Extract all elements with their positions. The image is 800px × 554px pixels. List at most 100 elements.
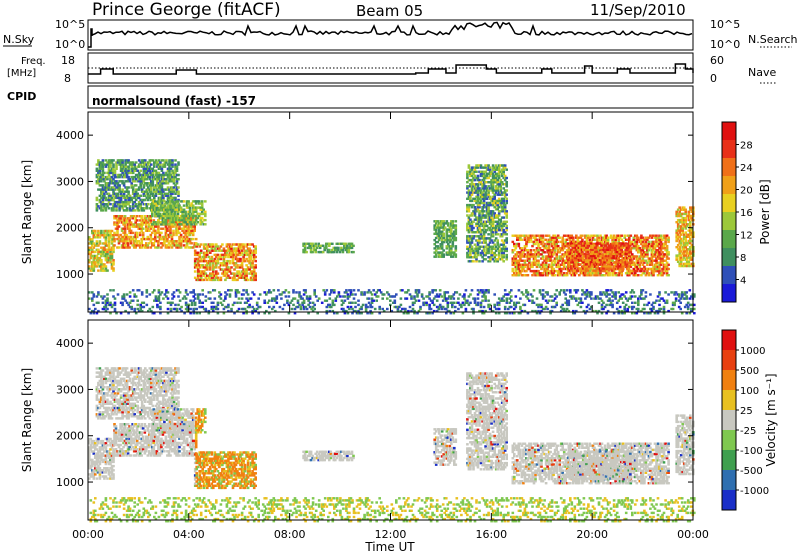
range-cell bbox=[482, 233, 486, 236]
range-cell bbox=[499, 199, 502, 203]
range-cell bbox=[587, 249, 590, 252]
range-cell bbox=[658, 263, 661, 266]
range-cell bbox=[251, 243, 254, 246]
range-cell bbox=[137, 171, 141, 175]
range-cell bbox=[482, 224, 486, 228]
range-cell bbox=[638, 240, 642, 244]
range-cell bbox=[597, 236, 601, 239]
range-cell bbox=[516, 263, 519, 266]
range-cell bbox=[607, 244, 611, 247]
range-cell bbox=[140, 178, 144, 181]
range-cell bbox=[544, 244, 548, 248]
range-cell bbox=[92, 269, 96, 272]
range-cell bbox=[549, 259, 552, 262]
range-cell bbox=[308, 242, 311, 245]
range-cell bbox=[173, 240, 177, 243]
range-cell bbox=[453, 230, 456, 233]
range-cell bbox=[494, 226, 498, 230]
range-cell bbox=[134, 244, 137, 247]
range-cell bbox=[546, 267, 549, 271]
range-cell bbox=[347, 250, 351, 254]
range-cell bbox=[561, 236, 564, 239]
range-cell bbox=[251, 274, 254, 277]
range-cell bbox=[553, 240, 557, 244]
range-cell bbox=[559, 247, 563, 250]
range-cell bbox=[134, 240, 137, 243]
range-cell bbox=[469, 222, 472, 225]
range-cell bbox=[621, 256, 624, 260]
range-cell bbox=[484, 253, 487, 257]
range-cell bbox=[577, 259, 581, 262]
range-cell bbox=[252, 255, 256, 259]
range-cell bbox=[434, 222, 438, 225]
range-cell bbox=[481, 224, 484, 228]
range-cell bbox=[615, 248, 618, 251]
range-cell bbox=[490, 251, 493, 255]
range-cell bbox=[343, 244, 346, 247]
range-cell bbox=[194, 202, 198, 205]
range-cell bbox=[117, 221, 121, 224]
range-cell bbox=[222, 262, 226, 265]
range-cell bbox=[469, 256, 472, 259]
range-cell bbox=[555, 263, 558, 266]
range-cell bbox=[600, 246, 603, 249]
range-cell bbox=[112, 205, 115, 208]
range-cell bbox=[580, 248, 584, 251]
range-cell bbox=[113, 192, 117, 195]
range-cell bbox=[125, 240, 128, 243]
range-cell bbox=[491, 218, 495, 221]
range-cell bbox=[665, 251, 669, 254]
range-cell bbox=[116, 223, 119, 226]
range-cell bbox=[487, 212, 490, 215]
range-cell bbox=[476, 191, 480, 194]
range-cell bbox=[172, 182, 176, 185]
range-cell bbox=[245, 272, 248, 275]
range-cell bbox=[148, 165, 152, 168]
range-cell bbox=[142, 171, 146, 175]
range-cell bbox=[485, 249, 489, 253]
range-cell bbox=[494, 224, 498, 228]
range-cell bbox=[109, 248, 112, 251]
range-cell bbox=[558, 247, 561, 250]
range-cell bbox=[193, 276, 197, 279]
range-cell bbox=[534, 269, 537, 273]
range-cell bbox=[112, 182, 115, 185]
range-cell bbox=[469, 214, 472, 217]
range-cell bbox=[148, 184, 152, 187]
range-cell bbox=[612, 244, 615, 247]
range-cell bbox=[568, 248, 572, 251]
range-cell bbox=[142, 203, 146, 206]
range-cell bbox=[537, 234, 540, 237]
range-cell bbox=[439, 245, 442, 248]
range-cell bbox=[445, 245, 449, 248]
range-cell bbox=[227, 266, 230, 269]
range-cell bbox=[493, 195, 496, 198]
range-cell bbox=[137, 173, 141, 177]
range-cell bbox=[644, 267, 648, 271]
range-cell bbox=[171, 163, 174, 166]
range-cell bbox=[488, 218, 492, 221]
range-cell bbox=[148, 161, 152, 164]
range-cell bbox=[191, 229, 195, 232]
range-cell bbox=[502, 231, 505, 234]
range-cell bbox=[502, 241, 505, 244]
range-cell bbox=[589, 254, 593, 258]
range-cell bbox=[667, 236, 670, 239]
range-cell bbox=[597, 272, 601, 275]
range-cell bbox=[491, 220, 495, 223]
range-cell bbox=[188, 219, 192, 222]
range-cell bbox=[101, 234, 105, 237]
range-cell bbox=[598, 261, 602, 264]
range-cell bbox=[125, 219, 128, 222]
range-cell bbox=[525, 249, 528, 252]
range-cell bbox=[128, 161, 132, 164]
range-cell bbox=[234, 243, 238, 246]
range-cell bbox=[466, 241, 469, 244]
range-cell bbox=[662, 265, 666, 269]
range-cell bbox=[481, 256, 484, 259]
range-cell bbox=[176, 208, 180, 211]
range-cell bbox=[482, 174, 486, 178]
range-cell bbox=[626, 274, 629, 277]
range-cell bbox=[472, 231, 475, 234]
range-cell bbox=[147, 175, 150, 179]
